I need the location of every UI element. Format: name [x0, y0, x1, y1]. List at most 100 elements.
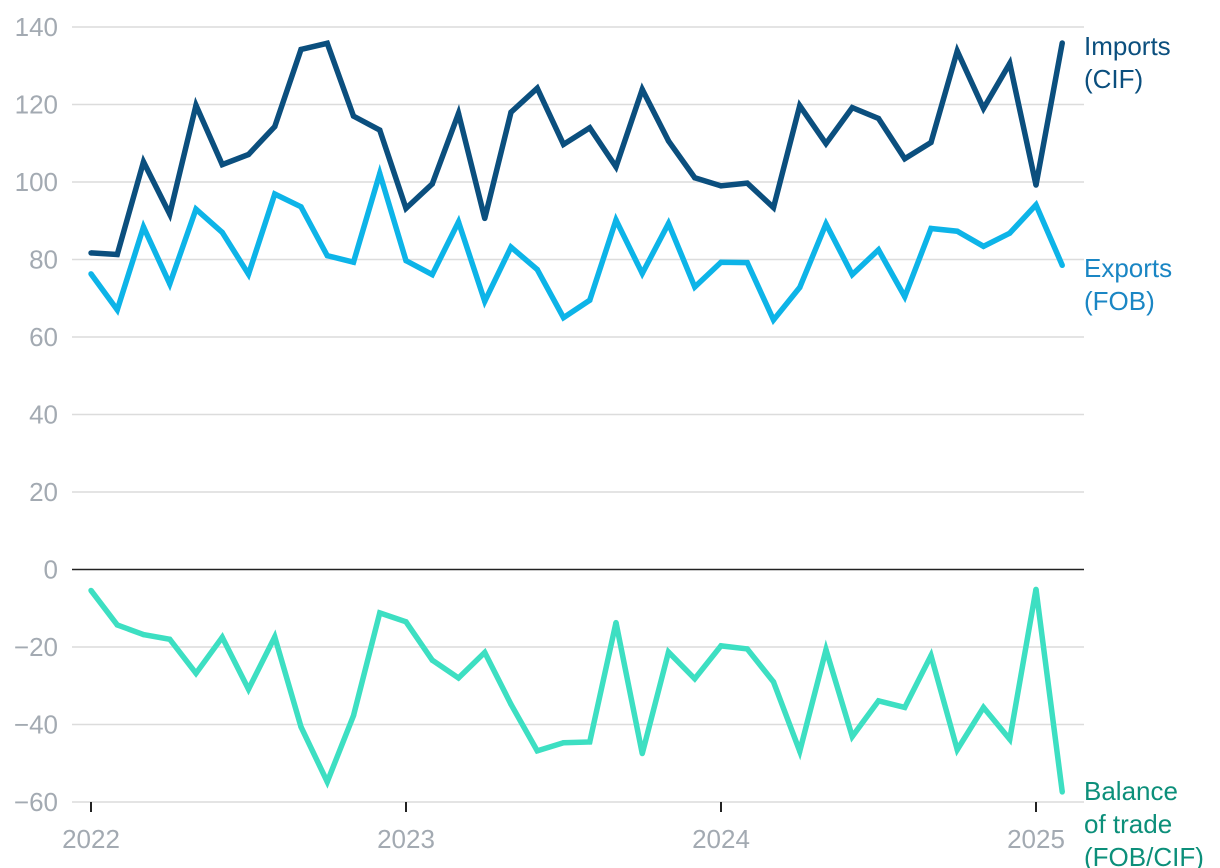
exports-fob-point	[534, 266, 540, 273]
exports-fob-point	[744, 259, 750, 266]
balance-of-trade-fob-cif-point	[770, 679, 777, 685]
imports-cif-point	[219, 161, 225, 168]
x-tick-label: 2024	[692, 824, 750, 854]
balance-of-trade-fob-cif-label: Balance of trade (FOB/CIF)	[1084, 776, 1204, 868]
imports-cif-point	[560, 141, 567, 148]
exports-fob-point	[1033, 202, 1039, 208]
exports-fob-point	[88, 271, 94, 277]
balance-of-trade-fob-cif-point	[797, 748, 803, 754]
exports-fob-point	[797, 284, 803, 291]
exports-fob-point	[245, 271, 252, 277]
imports-cif-point	[298, 46, 304, 53]
series-labels: Imports (CIF) Exports (FOB) Balance of trade(…	[1084, 31, 1204, 868]
exports-fob-point	[823, 221, 829, 227]
imports-cif-point	[954, 48, 960, 54]
imports-cif-point	[665, 138, 672, 144]
x-tick-label: 2023	[377, 824, 435, 854]
exports-fob-point	[508, 244, 514, 250]
balance-of-trade-fob-cif-point	[665, 649, 672, 655]
exports-fob-point	[849, 271, 855, 278]
balance-of-trade-fob-cif-point	[980, 704, 987, 711]
imports-cif-point	[167, 211, 173, 217]
balance-of-trade-fob-cif-point	[403, 619, 409, 625]
imports-cif-point	[587, 125, 593, 131]
y-tick-label: 140	[15, 12, 58, 42]
y-axis-ticks: 140 120 100 80 60 40 20 0 −20 −40 −60	[14, 12, 58, 817]
y-tick-label: −60	[14, 787, 58, 817]
balance-of-trade-fob-cif-point	[219, 634, 225, 641]
balance-of-trade-fob-cif-point	[140, 631, 147, 638]
exports-fob-point	[613, 217, 619, 223]
exports-fob-point	[403, 257, 409, 264]
balance-of-trade-fob-cif-point	[324, 779, 330, 785]
y-tick-label: 20	[29, 477, 58, 507]
exports-fob-label: Exports (FOB)	[1084, 253, 1172, 316]
imports-cif-label: Imports (CIF)	[1084, 31, 1171, 94]
y-tick-label: 40	[29, 400, 58, 430]
x-axis-ticks: 2022 2023 2024 2025	[62, 802, 1065, 854]
imports-cif-line	[90, 40, 1065, 258]
balance-of-trade-fob-cif-point	[429, 657, 435, 663]
imports-cif-point	[455, 110, 462, 117]
exports-fob-point	[875, 247, 882, 253]
imports-cif-point	[403, 205, 409, 212]
y-tick-label: −40	[14, 710, 58, 740]
balance-of-trade-fob-cif-point	[272, 634, 278, 640]
x-tick-label: 2022	[62, 824, 120, 854]
gridlines	[72, 26, 1084, 803]
balance-of-trade-fob-cif-point	[849, 733, 855, 740]
balance-of-trade-fob-cif-point	[1007, 736, 1013, 742]
balance-of-trade-fob-cif-point	[114, 622, 120, 628]
imports-cif-point	[849, 104, 855, 111]
imports-cif-point	[534, 85, 540, 91]
balance-of-trade-fob-cif-point	[88, 587, 94, 594]
exports-fob-point	[954, 228, 960, 234]
balance-of-trade-fob-cif-point	[692, 676, 698, 682]
imports-cif-point	[508, 109, 514, 115]
exports-fob-point	[587, 297, 593, 303]
imports-cif-point	[377, 127, 383, 133]
exports-fob-point	[167, 281, 173, 287]
imports-cif-point	[902, 156, 908, 162]
balance-of-trade-fob-cif-point	[823, 647, 829, 653]
imports-cif-point	[718, 183, 724, 189]
imports-cif-point	[613, 164, 619, 170]
balance-of-trade-fob-cif-point	[1059, 789, 1065, 795]
balance-of-trade-fob-cif-point	[587, 739, 593, 745]
imports-cif-point	[114, 251, 120, 258]
balance-of-trade-fob-cif-point	[167, 636, 173, 642]
imports-cif-point	[88, 250, 94, 256]
imports-cif-point	[324, 40, 330, 46]
exports-fob-point	[429, 271, 435, 278]
y-tick-label: 0	[44, 555, 58, 585]
exports-fob-point	[1007, 230, 1013, 236]
y-tick-label: 80	[29, 245, 58, 275]
exports-fob-point	[560, 314, 567, 321]
imports-cif-point	[692, 175, 698, 181]
exports-fob-point	[902, 294, 908, 300]
balance-of-trade-fob-cif-point	[928, 652, 934, 659]
balance-of-trade-fob-cif-point	[902, 704, 908, 711]
y-tick-label: 120	[15, 90, 58, 120]
balance-of-trade-fob-cif-point	[954, 746, 960, 753]
balance-of-trade-fob-cif-point	[875, 698, 882, 704]
imports-cif-point	[1059, 40, 1065, 46]
exports-fob-point	[1059, 262, 1065, 269]
exports-fob-point	[665, 220, 672, 227]
exports-fob-point	[219, 229, 225, 236]
imports-cif-point	[928, 139, 934, 146]
exports-fob-point	[193, 206, 199, 212]
exports-fob-point	[350, 259, 357, 265]
balance-of-trade-fob-cif-point	[1033, 586, 1039, 592]
balance-of-trade-fob-cif-point	[377, 610, 383, 616]
balance-of-trade-fob-cif-point	[508, 701, 514, 708]
imports-cif-point	[639, 86, 645, 93]
balance-of-trade-fob-cif-point	[193, 670, 199, 677]
y-tick-label: −20	[14, 632, 58, 662]
imports-cif-point	[350, 113, 357, 119]
balance-of-trade-fob-cif-point	[455, 675, 462, 681]
balance-of-trade-fob-cif-point	[613, 619, 619, 626]
y-tick-label: 60	[29, 322, 58, 352]
imports-cif-point	[875, 115, 882, 122]
